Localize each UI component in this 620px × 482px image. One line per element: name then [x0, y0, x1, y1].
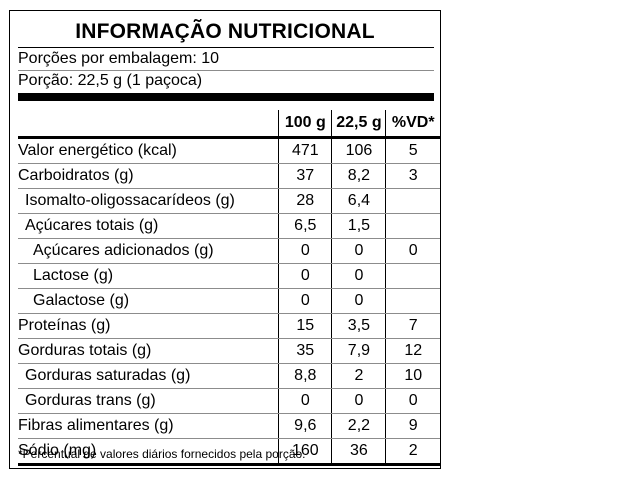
- title-divider: [18, 47, 434, 48]
- servings-per-package: Porções por embalagem: 10: [18, 50, 219, 67]
- value-daily: 5: [385, 137, 440, 164]
- value-portion: 3,5: [331, 313, 386, 339]
- nutrient-name: Gorduras saturadas (g): [18, 363, 279, 389]
- value-100g: 15: [278, 313, 332, 339]
- table-row: Proteínas (g) 15 3,5 7: [18, 313, 440, 339]
- value-100g: 160: [278, 438, 332, 466]
- value-100g: 471: [278, 137, 332, 164]
- value-100g: 37: [278, 163, 332, 189]
- value-portion: 2,2: [331, 413, 386, 439]
- value-portion: 36: [331, 438, 386, 466]
- value-daily: [385, 263, 440, 289]
- value-daily: 7: [385, 313, 440, 339]
- nutrient-name: Valor energético (kcal): [18, 137, 279, 164]
- table-row: Isomalto-oligossacarídeos (g) 28 6,4: [18, 188, 440, 214]
- value-100g: 0: [278, 288, 332, 314]
- nutrient-name: Lactose (g): [18, 263, 279, 289]
- header-nutrient: [18, 110, 279, 139]
- nutrient-name: Gorduras trans (g): [18, 388, 279, 414]
- nutrient-name: Sódio (mg): [18, 438, 279, 466]
- value-daily: 0: [385, 388, 440, 414]
- value-100g: 6,5: [278, 213, 332, 239]
- value-portion: 106: [331, 137, 386, 164]
- value-100g: 9,6: [278, 413, 332, 439]
- table-row: Açúcares totais (g) 6,5 1,5: [18, 213, 440, 239]
- value-daily: 9: [385, 413, 440, 439]
- table-row: Açúcares adicionados (g) 0 0 0: [18, 238, 440, 264]
- nutrient-name: Açúcares totais (g): [18, 213, 279, 239]
- panel-title: INFORMAÇÃO NUTRICIONAL: [75, 20, 375, 43]
- value-daily: [385, 213, 440, 239]
- table-row: Gorduras saturadas (g) 8,8 2 10: [18, 363, 440, 389]
- table-row: Gorduras trans (g) 0 0 0: [18, 388, 440, 414]
- nutrient-name: Carboidratos (g): [18, 163, 279, 189]
- value-portion: 8,2: [331, 163, 386, 189]
- value-100g: 0: [278, 263, 332, 289]
- nutrient-name: Gorduras totais (g): [18, 338, 279, 364]
- value-portion: 7,9: [331, 338, 386, 364]
- value-100g: 8,8: [278, 363, 332, 389]
- value-100g: 28: [278, 188, 332, 214]
- nutrient-name: Fibras alimentares (g): [18, 413, 279, 439]
- serving-size: Porção: 22,5 g (1 paçoca): [18, 72, 203, 89]
- nutrient-name: Açúcares adicionados (g): [18, 238, 279, 264]
- value-daily: 3: [385, 163, 440, 189]
- nutrient-name: Proteínas (g): [18, 313, 279, 339]
- table-row: Lactose (g) 0 0: [18, 263, 440, 289]
- value-portion: 2: [331, 363, 386, 389]
- header-per-portion: 22,5 g: [331, 110, 386, 139]
- nutrition-facts-panel: INFORMAÇÃO NUTRICIONAL Porções por embal…: [9, 10, 441, 469]
- servings-divider: [18, 70, 434, 71]
- value-100g: 0: [278, 388, 332, 414]
- nutrient-name: Galactose (g): [18, 288, 279, 314]
- value-portion: 1,5: [331, 213, 386, 239]
- nutrient-name: Isomalto-oligossacarídeos (g): [18, 188, 279, 214]
- value-daily: 10: [385, 363, 440, 389]
- value-daily: [385, 288, 440, 314]
- table-row: Sódio (mg) 160 36 2: [18, 438, 440, 466]
- table-row: Valor energético (kcal) 471 106 5: [18, 137, 440, 164]
- value-daily: 2: [385, 438, 440, 466]
- value-portion: 6,4: [331, 188, 386, 214]
- value-100g: 35: [278, 338, 332, 364]
- value-portion: 0: [331, 388, 386, 414]
- value-daily: 0: [385, 238, 440, 264]
- value-portion: 0: [331, 263, 386, 289]
- header-per-100g: 100 g: [278, 110, 332, 139]
- value-daily: 12: [385, 338, 440, 364]
- value-portion: 0: [331, 288, 386, 314]
- header-daily-value: %VD*: [385, 110, 440, 139]
- table-row: Gorduras totais (g) 35 7,9 12: [18, 338, 440, 364]
- value-daily: [385, 188, 440, 214]
- serving-size-divider: [18, 93, 434, 101]
- value-100g: 0: [278, 238, 332, 264]
- value-portion: 0: [331, 238, 386, 264]
- table-row: Carboidratos (g) 37 8,2 3: [18, 163, 440, 189]
- table-header-row: 100 g 22,5 g %VD*: [18, 110, 440, 139]
- table-row: Galactose (g) 0 0: [18, 288, 440, 314]
- footnote: *Percentual de valores diários fornecido…: [18, 447, 306, 461]
- nutrition-table: 100 g 22,5 g %VD* Valor energético (kcal…: [18, 110, 440, 466]
- table-row: Fibras alimentares (g) 9,6 2,2 9: [18, 413, 440, 439]
